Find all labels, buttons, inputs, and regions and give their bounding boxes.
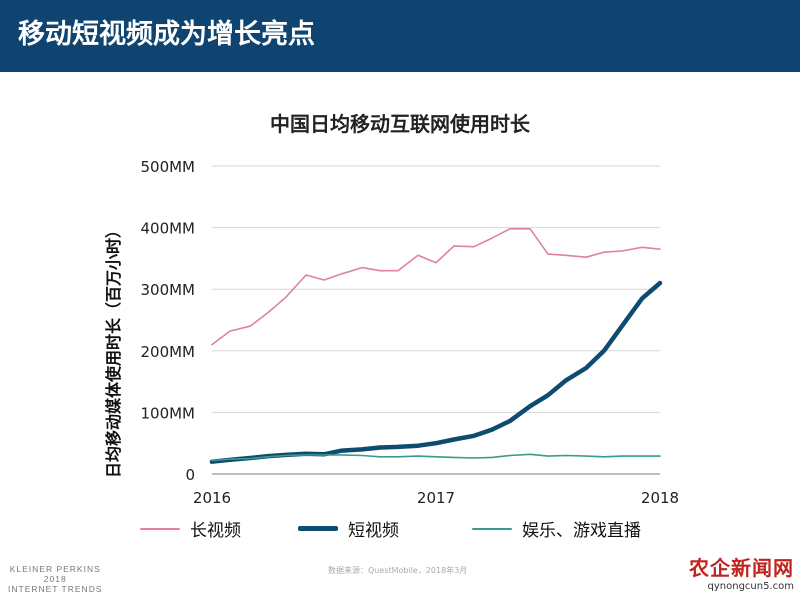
org-name: KLEINER PERKINS [9, 564, 101, 574]
y-tick-labels: 0 100MM 200MM 300MM 400MM 500MM [140, 158, 195, 484]
y-tick-label: 400MM [140, 220, 195, 238]
y-tick-label: 300MM [140, 281, 195, 299]
legend-label: 娱乐、游戏直播 [522, 521, 641, 541]
watermark-url: qynongcun5.com [707, 581, 794, 592]
legend-item-live-streaming: 娱乐、游戏直播 [472, 516, 641, 541]
page-title: 移动短视频成为增长亮点 [18, 19, 315, 50]
watermark-logo: 农企新闻网 [689, 556, 794, 580]
y-tick-label: 200MM [140, 343, 195, 361]
watermark: 农企新闻网 qynongcun5.com [689, 552, 794, 592]
chart-title: 中国日均移动互联网使用时长 [270, 112, 530, 136]
source-note: 数据来源：QuestMobile，2018年3月 [328, 566, 468, 575]
legend-item-long-video: 长视频 [140, 516, 241, 541]
legend-label: 短视频 [348, 521, 399, 541]
org-report: INTERNET TRENDS [8, 584, 103, 594]
y-tick-label: 500MM [140, 158, 195, 176]
series-line-2 [211, 453, 661, 462]
x-tick-label: 2017 [417, 489, 455, 507]
y-tick-label: 0 [185, 466, 195, 484]
legend-swatch [140, 527, 180, 530]
y-tick-label: 100MM [140, 404, 195, 422]
kleiner-perkins-logo: KLEINER PERKINS 2018 INTERNET TRENDS [8, 564, 103, 594]
legend-label: 长视频 [190, 521, 241, 541]
x-tick-labels: 2016 2017 2018 [193, 489, 679, 507]
legend: 长视频 短视频 娱乐、游戏直播 [0, 516, 800, 546]
grid-lines [212, 165, 660, 475]
x-tick-label: 2016 [193, 489, 231, 507]
legend-swatch [298, 526, 338, 531]
legend-item-short-video: 短视频 [298, 516, 399, 541]
org-year: 2018 [43, 574, 67, 584]
header-bar: 移动短视频成为增长亮点 [0, 0, 800, 72]
x-tick-label: 2018 [641, 489, 679, 507]
series-line-0 [211, 228, 661, 346]
series-lines [209, 228, 663, 464]
legend-swatch [472, 527, 512, 530]
series-line-1 [209, 280, 663, 464]
